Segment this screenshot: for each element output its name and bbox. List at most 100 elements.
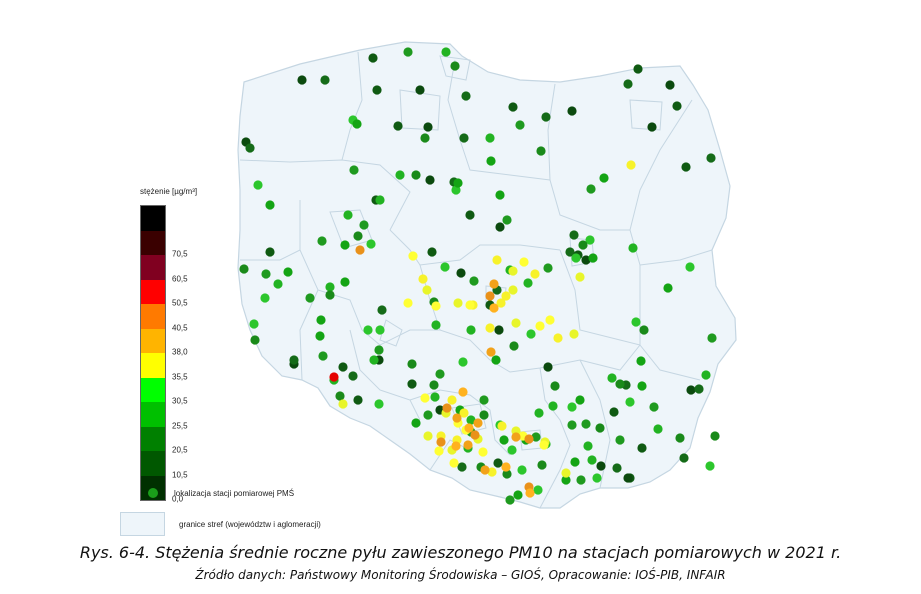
station-marker [623,79,633,89]
legend-station-label: lokalizacja stacji pomiarowej PMŚ [174,488,295,498]
station-marker [615,379,625,389]
station-marker [465,210,475,220]
station-marker [706,153,716,163]
station-marker [649,402,659,412]
station-marker [639,325,649,335]
station-marker [701,370,711,380]
station-marker [418,274,428,284]
station-marker [368,53,378,63]
station-marker [517,465,527,475]
poland-map [237,41,737,509]
station-marker [485,323,495,333]
station-marker [456,268,466,278]
station-marker [427,247,437,257]
station-marker [543,362,553,372]
station-marker [478,447,488,457]
station-marker [588,253,598,263]
station-marker [407,379,417,389]
station-marker [459,133,469,143]
station-marker [585,235,595,245]
station-marker [463,440,473,450]
station-marker [493,458,503,468]
station-marker [539,440,549,450]
station-marker [631,317,641,327]
station-marker [489,279,499,289]
station-marker [707,333,717,343]
station-marker [407,359,417,369]
stations-layer [239,47,720,505]
station-marker [637,381,647,391]
legend-swatch [141,451,165,476]
station-marker [565,247,575,257]
station-marker [440,262,450,272]
station-marker [537,460,547,470]
legend-zone-entry: granice stref (województw i aglomeracji) [120,512,321,536]
station-marker [525,488,535,498]
station-marker [502,215,512,225]
station-marker [473,418,483,428]
station-marker [260,293,270,303]
legend-swatch [141,206,165,231]
station-marker [452,413,462,423]
station-marker [499,435,509,445]
station-marker [369,355,379,365]
station-marker [480,465,490,475]
station-marker [403,298,413,308]
poland-outline [237,41,737,509]
station-marker [250,335,260,345]
station-marker [372,85,382,95]
zone-boundaries [239,51,713,509]
station-marker [533,485,543,495]
station-marker [567,106,577,116]
station-marker [359,220,369,230]
station-marker [599,173,609,183]
station-marker [534,408,544,418]
station-marker [458,357,468,367]
station-marker [316,315,326,325]
station-marker [615,435,625,445]
station-marker [685,262,695,272]
station-marker [487,467,497,477]
station-marker [609,407,619,417]
station-marker [567,420,577,430]
station-marker [592,473,602,483]
station-marker [681,162,691,172]
station-marker [486,156,496,166]
legend-swatch [141,377,165,402]
legend-swatch [141,230,165,255]
station-marker [442,403,452,413]
station-marker [315,331,325,341]
station-marker [253,180,263,190]
station-marker [587,455,597,465]
station-marker [679,453,689,463]
station-dot-icon [148,488,158,498]
legend-tick: 0,0 [172,494,184,504]
station-marker [495,190,505,200]
station-marker [561,475,571,485]
station-marker [509,341,519,351]
legend-tick: 60,5 [172,274,188,283]
legend-swatch [141,304,165,329]
legend-tick: 20,5 [172,445,188,455]
station-marker [710,431,720,441]
legend-tick: 30,5 [172,396,188,406]
station-marker [265,200,275,210]
station-marker [352,119,362,129]
station-marker [318,351,328,361]
station-marker [465,300,475,310]
station-marker [489,303,499,313]
figure-caption: Rys. 6-4. Stężenia średnie roczne pyłu z… [79,543,842,562]
legend-swatch [141,279,165,304]
legend-tick: 25,5 [172,421,188,430]
station-marker [335,391,345,401]
station-marker [526,329,536,339]
station-marker [375,325,385,335]
station-marker [623,473,633,483]
station-marker [441,47,451,57]
station-marker [653,424,663,434]
station-marker [466,325,476,335]
legend-color-scale [140,205,166,501]
station-marker [569,329,579,339]
station-marker [578,240,588,250]
station-marker [586,184,596,194]
